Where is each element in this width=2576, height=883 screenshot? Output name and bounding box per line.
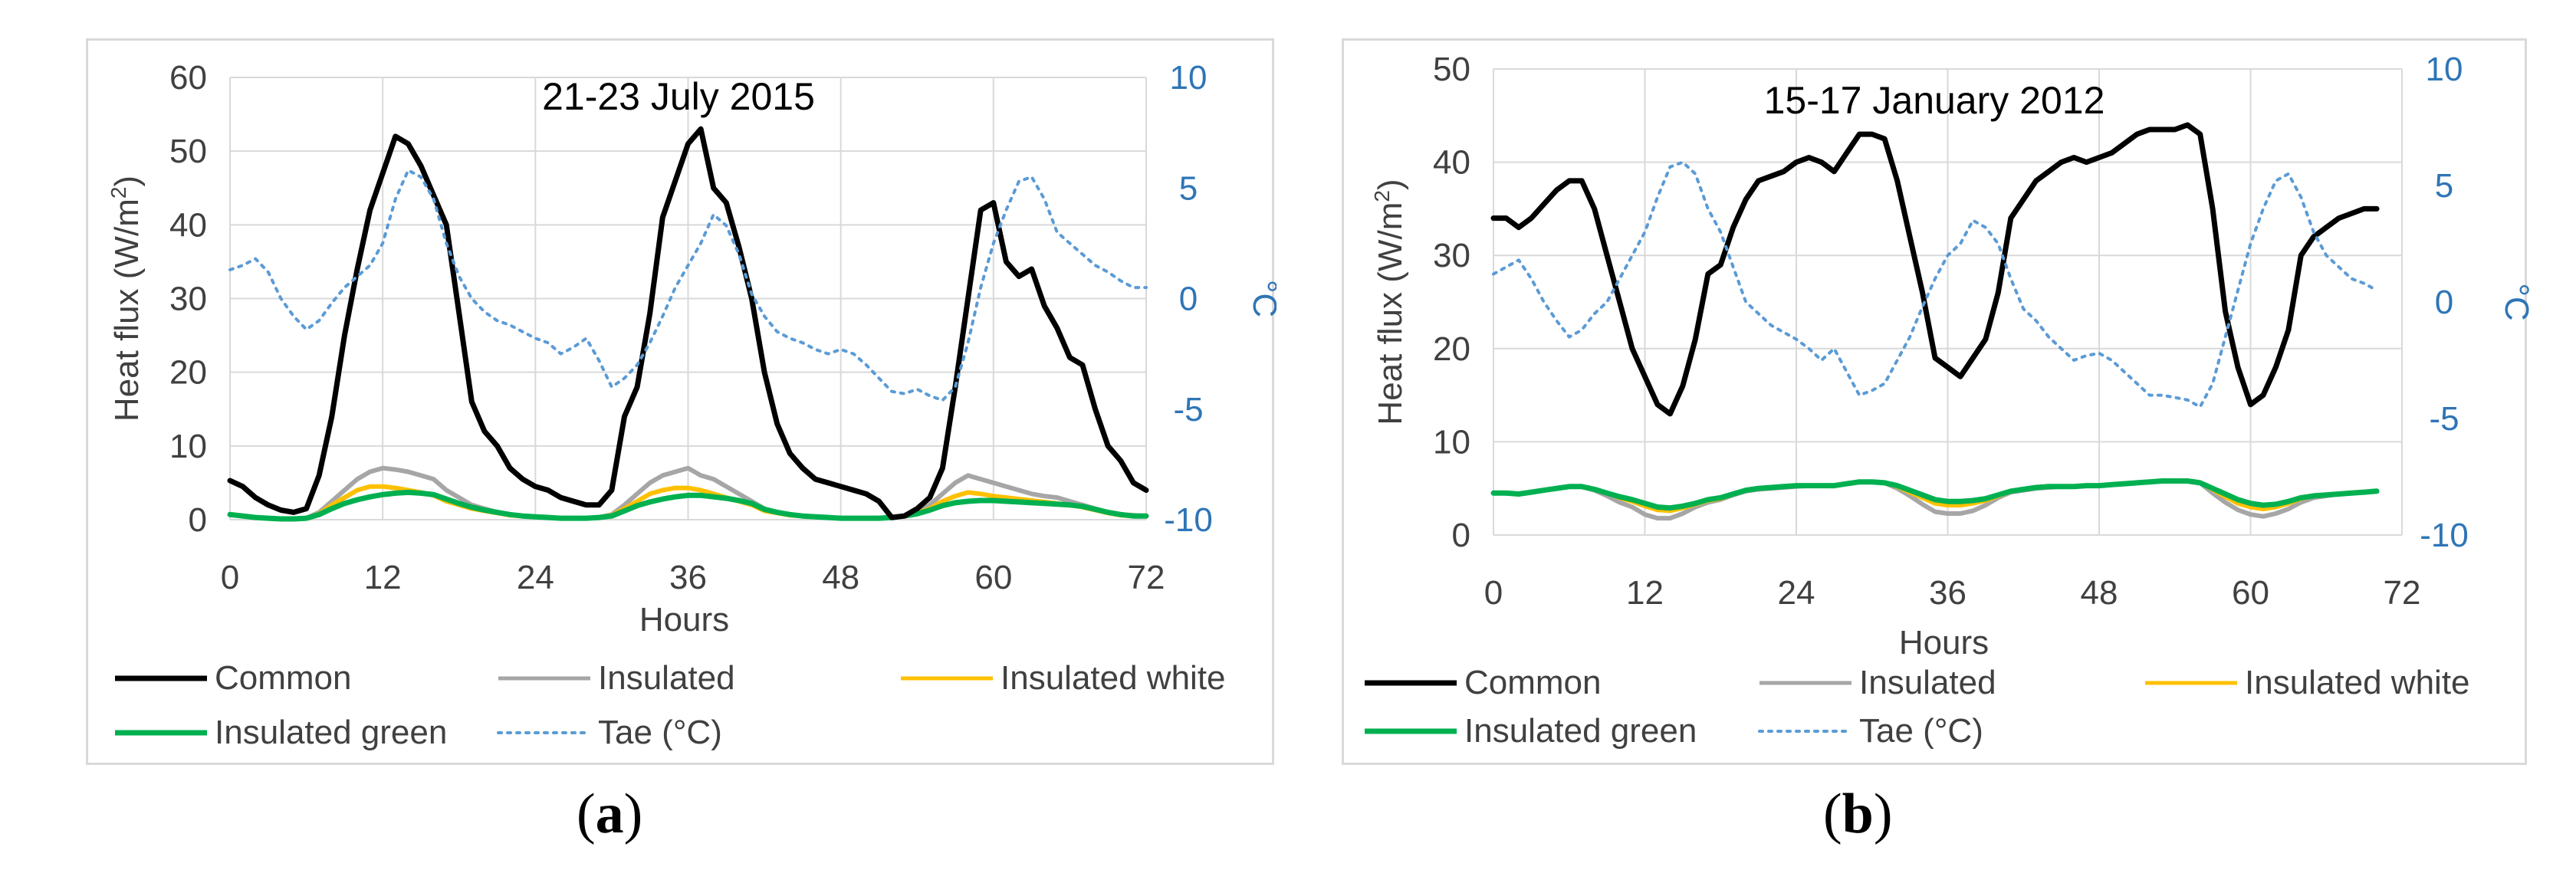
chart-b-ytick-right--10: -10 (2420, 517, 2469, 554)
chart-b-series-insulated-green (1490, 478, 2380, 511)
chart-b-ylabel-left-close: ) (1372, 179, 1409, 190)
chart-a-ytick-left-20: 20 (169, 354, 207, 392)
chart-b-ytick-left-0: 0 (1452, 517, 1470, 554)
chart-b-ylabel-left-main: Heat flux (W/m (1372, 202, 1409, 425)
chart-b-series-insulated (1491, 478, 2380, 521)
chart-a-legend-label-insulated-white: Insulated white (1001, 659, 1226, 697)
chart-a-title: 21-23 July 2015 (542, 75, 815, 118)
chart-b-xtick-36: 36 (1929, 574, 1967, 612)
chart-a-ylabel-left-close: ) (108, 176, 146, 187)
chart-b-legend: Common Insulated Insulated white Insulated … (1365, 664, 2470, 750)
chart-a-series-insulated-green (227, 489, 1149, 522)
chart-a-ytick-right-5: 5 (1179, 169, 1198, 207)
chart-b-ytick-right--5: -5 (2429, 400, 2459, 438)
chart-b-xtick-24: 24 (1778, 574, 1815, 612)
chart-a-xtick-12: 12 (364, 559, 402, 596)
chart-a-series-tae-c (228, 169, 1148, 402)
chart-a-ytick-left-60: 60 (169, 59, 207, 97)
chart-a-ytick-right-0: 0 (1179, 281, 1198, 318)
chart-b-ytick-right-0: 0 (2435, 284, 2453, 321)
chart-b-ytick-left-20: 20 (1433, 330, 1470, 368)
chart-b-xtick-12: 12 (1626, 574, 1664, 612)
chart-a-ylabel-left-sup: 2 (107, 187, 130, 199)
chart-a-xtick-48: 48 (822, 559, 859, 596)
chart-a-xlabel: Hours (639, 601, 729, 638)
chart-b-xlabel: Hours (1899, 624, 1989, 661)
chart-b-ytick-left-10: 10 (1433, 423, 1470, 461)
chart-b-legend-label-tae-c: Tae (°C) (1859, 712, 1983, 750)
chart-b-series-common (1490, 122, 2380, 417)
chart-a-ytick-left-10: 10 (169, 428, 207, 465)
chart-a-xtick-72: 72 (1128, 559, 1165, 596)
chart-b-series-tae-c (1492, 160, 2379, 409)
chart-b-grid (1493, 68, 2403, 536)
panel-label-a-letter: a (595, 783, 624, 845)
chart-a-legend-label-insulated-green: Insulated green (215, 714, 447, 751)
chart-b-ytick-right-10: 10 (2426, 51, 2463, 88)
chart-a-ytick-right--5: -5 (1173, 391, 1203, 428)
chart-a-legend-label-tae-c: Tae (°C) (598, 714, 722, 751)
chart-a-ytick-right-10: 10 (1170, 59, 1208, 97)
chart-a-xtick-60: 60 (974, 559, 1012, 596)
chart-a-series-insulated (228, 465, 1148, 521)
panel-label-a: (a) (577, 783, 643, 845)
chart-b-svg: 0 10 20 30 40 50 -10 -5 0 5 10 0 12 24 36 48 60 72 Hours He… (1365, 51, 2529, 750)
panel-label-b-letter: b (1842, 783, 1874, 845)
chart-b-xtick-48: 48 (2081, 574, 2118, 612)
chart-a-ytick-left-30: 30 (169, 281, 207, 318)
chart-panel-b: 0 10 20 30 40 50 -10 -5 0 5 10 0 12 24 36 48 60 72 Hours He… (1342, 38, 2529, 765)
panel-label-b: (b) (1823, 783, 1893, 845)
chart-a-ytick-left-40: 40 (169, 206, 207, 244)
chart-a-ylabel-left: Heat flux (W/m2) (107, 176, 146, 422)
chart-a-svg: 0 10 20 30 40 50 60 -10 -5 0 5 10 0 12 24 36 48 60 72 Hours… (107, 59, 1276, 751)
chart-a-xtick-24: 24 (517, 559, 554, 596)
chart-b-ytick-right-5: 5 (2435, 167, 2453, 205)
chart-b-xtick-60: 60 (2232, 574, 2269, 612)
chart-b-xtick-0: 0 (1484, 574, 1503, 612)
chart-a-xtick-36: 36 (669, 559, 707, 596)
chart-a-legend: Common Insulated Insulated white Insulated … (115, 659, 1226, 751)
chart-a-series-common (227, 126, 1149, 520)
chart-panel-a: 0 10 20 30 40 50 60 -10 -5 0 5 10 0 12 24 36 48 60 72 Hours… (86, 38, 1276, 765)
chart-b-ytick-left-40: 40 (1433, 144, 1470, 182)
chart-b-ytick-left-30: 30 (1433, 237, 1470, 274)
chart-b-title: 15-17 January 2012 (1764, 79, 2105, 122)
chart-b-ylabel-left-sup: 2 (1370, 190, 1394, 202)
chart-a-ylabel-right: °C (1246, 280, 1276, 317)
chart-a-ytick-left-0: 0 (189, 501, 207, 539)
chart-a-ytick-right--10: -10 (1164, 501, 1213, 539)
chart-a-xtick-0: 0 (221, 559, 239, 596)
chart-a-ytick-left-50: 50 (169, 133, 207, 170)
chart-a-ylabel-left-main: Heat flux (W/m (108, 199, 146, 422)
chart-b-series-group (1490, 122, 2380, 521)
chart-b-legend-label-insulated-green: Insulated green (1464, 712, 1697, 750)
chart-b-legend-label-common: Common (1464, 664, 1602, 701)
chart-b-legend-label-insulated-white: Insulated white (2245, 664, 2470, 701)
chart-a-legend-label-common: Common (215, 659, 352, 697)
chart-b-ylabel-left: Heat flux (W/m2) (1370, 179, 1409, 425)
chart-a-series-insulated-white (228, 484, 1148, 521)
chart-b-xtick-72: 72 (2384, 574, 2421, 612)
chart-a-legend-label-insulated: Insulated (598, 659, 735, 697)
chart-b-legend-label-insulated: Insulated (1859, 664, 1996, 701)
chart-b-ylabel-right: °C (2498, 283, 2529, 320)
chart-a-series-group (227, 126, 1149, 522)
chart-b-ytick-left-50: 50 (1433, 51, 1470, 88)
